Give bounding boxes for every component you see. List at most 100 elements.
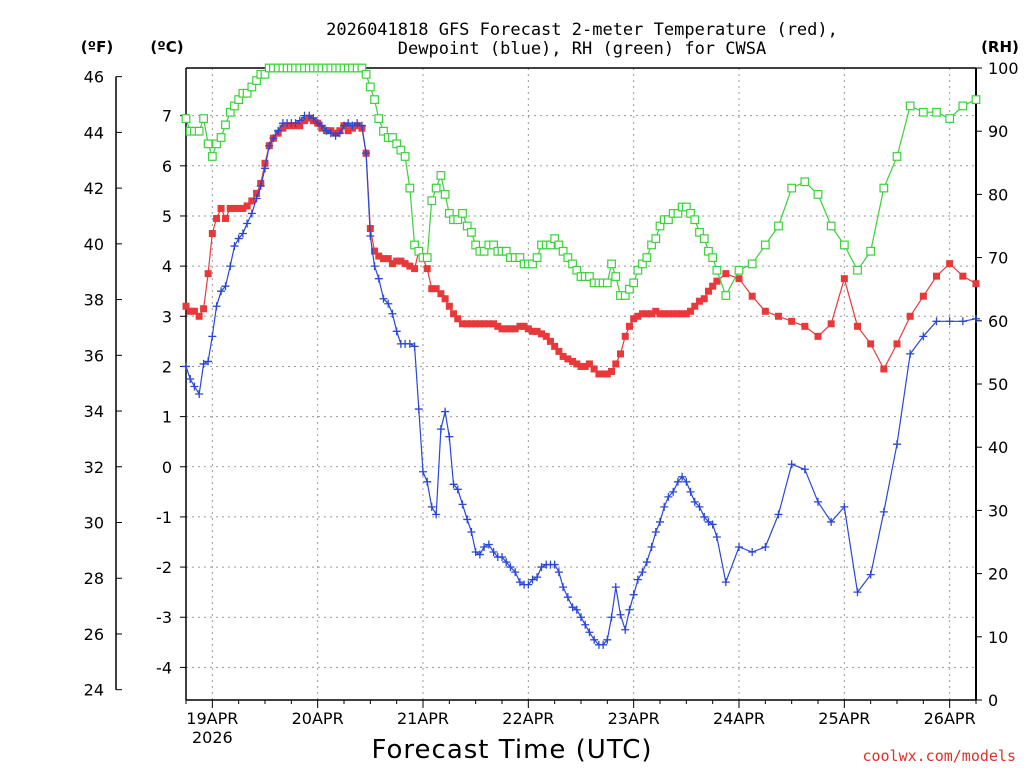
- temperature-point: [801, 322, 809, 330]
- temperature-point: [204, 270, 212, 278]
- dewpoint-point: [800, 465, 809, 474]
- dewpoint-point: [423, 477, 432, 486]
- temperature-point: [437, 290, 445, 298]
- dewpoint-point: [673, 477, 682, 486]
- dewpoint-point: [458, 500, 467, 509]
- rh-point: [422, 253, 432, 263]
- rh-point: [971, 95, 981, 105]
- temperature-point: [674, 310, 682, 318]
- dewpoint-point: [621, 625, 630, 634]
- temperature-point: [617, 350, 624, 358]
- rh-tick-label: 40: [988, 438, 1008, 457]
- rh-point: [721, 291, 731, 300]
- temperature-point: [498, 325, 506, 333]
- rh-point: [813, 190, 823, 199]
- rh-point: [558, 246, 568, 256]
- dewpoint-point: [230, 242, 239, 251]
- dewpoint-point: [410, 342, 419, 351]
- dewpoint-point: [204, 357, 213, 366]
- temperature-point: [253, 189, 261, 197]
- temperature-point: [603, 370, 611, 378]
- temperature-point: [239, 204, 247, 212]
- temperature-point: [682, 310, 690, 318]
- dewpoint-point: [238, 229, 247, 238]
- rh-point: [826, 221, 836, 231]
- temperature-point: [301, 117, 308, 125]
- dewpoint-point: [603, 635, 612, 644]
- dewpoint-point: [945, 317, 954, 326]
- fahrenheit-tick-label: 40: [84, 235, 104, 254]
- temperature-point: [248, 197, 256, 205]
- temperature-point: [428, 285, 436, 293]
- dewpoint-point: [511, 568, 520, 577]
- dewpoint-point: [700, 512, 709, 521]
- credit-link[interactable]: coolwx.com/models: [862, 747, 1016, 765]
- dewpoint-point: [554, 568, 563, 577]
- temperature-point: [569, 357, 577, 365]
- rh-tick-label: 30: [988, 501, 1008, 520]
- temperature-point: [423, 265, 431, 273]
- temperature-point: [529, 327, 537, 335]
- rh-point: [787, 183, 797, 193]
- dewpoint-point: [265, 141, 274, 150]
- dewpoint-point: [577, 613, 585, 622]
- fahrenheit-tick-label: 32: [84, 458, 104, 477]
- dewpoint-point: [217, 287, 226, 296]
- temperature-point: [222, 214, 229, 222]
- series-dewpoint: [182, 111, 980, 649]
- rh-tick-label: 50: [988, 375, 1008, 394]
- dewpoint-point: [581, 620, 590, 629]
- temperature-point: [638, 310, 646, 318]
- temperature-point: [494, 322, 502, 330]
- temperature-point: [573, 360, 581, 368]
- celsius-tick-label: 3: [162, 307, 172, 326]
- temperature-point: [520, 322, 528, 330]
- temperature-point: [713, 277, 721, 285]
- dewpoint-point: [550, 560, 559, 569]
- fahrenheit-axis-unit: (ºF): [81, 38, 113, 56]
- dewpoint-point: [305, 111, 314, 120]
- temperature-point: [235, 204, 243, 212]
- rh-point: [638, 259, 647, 269]
- dewpoint-point: [599, 640, 608, 649]
- dewpoint-point: [695, 502, 704, 511]
- temperature-point: [533, 327, 541, 335]
- dewpoint-point: [453, 485, 462, 494]
- rh-point: [458, 208, 467, 218]
- dewpoint-point: [633, 575, 642, 584]
- temperature-point: [296, 122, 304, 130]
- rh-tick-label: 90: [988, 122, 1008, 141]
- temperature-point: [660, 310, 668, 318]
- dewpoint-point: [827, 517, 836, 526]
- dewpoint-point: [392, 327, 401, 336]
- dewpoint-point: [256, 181, 265, 190]
- dewpoint-point: [274, 126, 283, 135]
- temperature-point: [933, 272, 940, 280]
- temperature-point: [748, 292, 756, 300]
- rh-point: [664, 215, 673, 225]
- rh-point: [467, 227, 476, 237]
- dewpoint-point: [629, 590, 638, 599]
- rh-point: [563, 253, 573, 263]
- rh-point: [427, 196, 437, 206]
- temperature-point: [375, 252, 383, 260]
- rh-point: [374, 114, 384, 123]
- dewpoint-point: [388, 309, 397, 318]
- dewpoint-point: [340, 121, 348, 130]
- date-tick-label: 23APR: [608, 709, 660, 728]
- dewpoint-point: [374, 274, 383, 283]
- temperature-point: [880, 365, 888, 373]
- rh-point: [247, 82, 257, 92]
- temperature-point: [559, 352, 567, 360]
- dewpoint-point: [484, 540, 493, 549]
- dewpoint-point: [616, 610, 625, 619]
- dewpoint-point: [761, 543, 770, 552]
- dewpoint-point: [212, 302, 221, 311]
- rh-tick-label: 20: [988, 565, 1008, 584]
- dewpoint-point: [585, 628, 594, 637]
- dewpoint-point: [199, 359, 208, 368]
- temperature-point: [459, 320, 466, 328]
- temperature-point: [691, 302, 699, 310]
- dewpoint-point: [335, 129, 344, 138]
- temperature-point: [463, 320, 471, 328]
